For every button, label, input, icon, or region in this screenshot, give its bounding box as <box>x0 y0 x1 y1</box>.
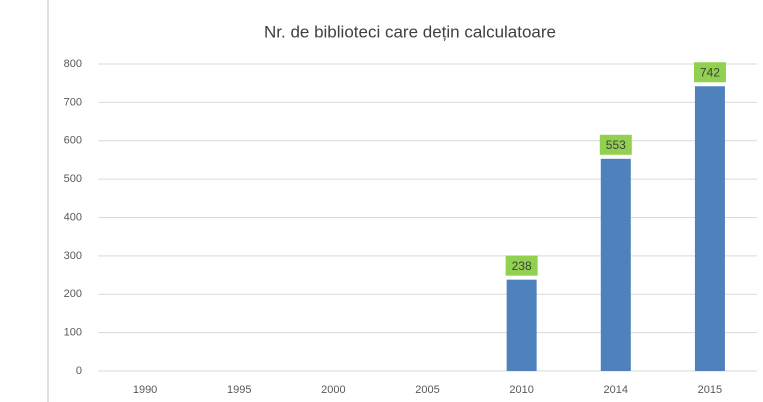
x-tick-label: 2005 <box>415 384 439 396</box>
x-tick-label: 1990 <box>133 384 157 396</box>
bar <box>600 158 631 371</box>
x-tick-label: 2015 <box>698 384 722 396</box>
bar <box>506 279 537 371</box>
chart-title: Nr. de biblioteci care dețin calculatoar… <box>264 22 556 41</box>
y-tick-label: 800 <box>64 58 82 70</box>
y-tick-label: 100 <box>64 327 82 339</box>
y-tick-label: 700 <box>64 96 82 108</box>
y-tick-label: 500 <box>64 173 82 185</box>
data-label: 238 <box>512 259 532 273</box>
x-tick-label: 2010 <box>509 384 533 396</box>
y-tick-label: 600 <box>64 135 82 147</box>
y-tick-label: 300 <box>64 250 82 262</box>
y-tick-label: 400 <box>64 211 82 223</box>
bar <box>694 86 725 371</box>
x-tick-label: 2014 <box>604 384 628 396</box>
x-tick-label: 2000 <box>321 384 345 396</box>
data-label-box <box>599 134 632 155</box>
y-tick-label: 0 <box>76 365 82 377</box>
data-label: 742 <box>700 65 720 79</box>
data-label-box <box>505 255 538 276</box>
x-tick-label: 1995 <box>227 384 251 396</box>
data-label: 553 <box>606 138 626 152</box>
data-label-box <box>693 62 726 83</box>
y-tick-label: 200 <box>64 288 82 300</box>
